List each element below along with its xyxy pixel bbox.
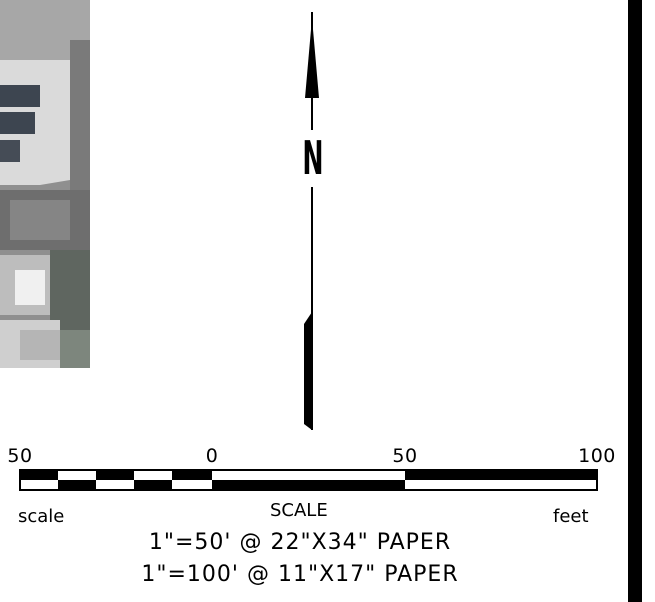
aerial-imagery <box>0 0 90 368</box>
north-label: N <box>302 131 324 185</box>
scale-title: SCALE <box>270 500 328 521</box>
north-arrow-icon <box>304 12 319 430</box>
scale-bar-graphic <box>19 469 598 491</box>
scale-left-label: scale <box>18 506 65 527</box>
scale-unit-label: feet <box>553 506 589 527</box>
scale-note-full-size: 1"=50' @ 22"X34" PAPER <box>148 530 452 555</box>
scale-bar <box>15 468 605 498</box>
scale-tick-label: 100 <box>578 445 616 467</box>
scale-tick-label: 50 <box>7 445 33 467</box>
sheet-border <box>628 0 642 602</box>
scale-note-half-size: 1"=100' @ 11"X17" PAPER <box>141 562 459 587</box>
aerial-photo-icon <box>0 0 90 368</box>
scale-tick-label: 50 <box>392 445 418 467</box>
scale-tick-label: 0 <box>205 445 219 467</box>
north-arrow <box>290 12 335 432</box>
